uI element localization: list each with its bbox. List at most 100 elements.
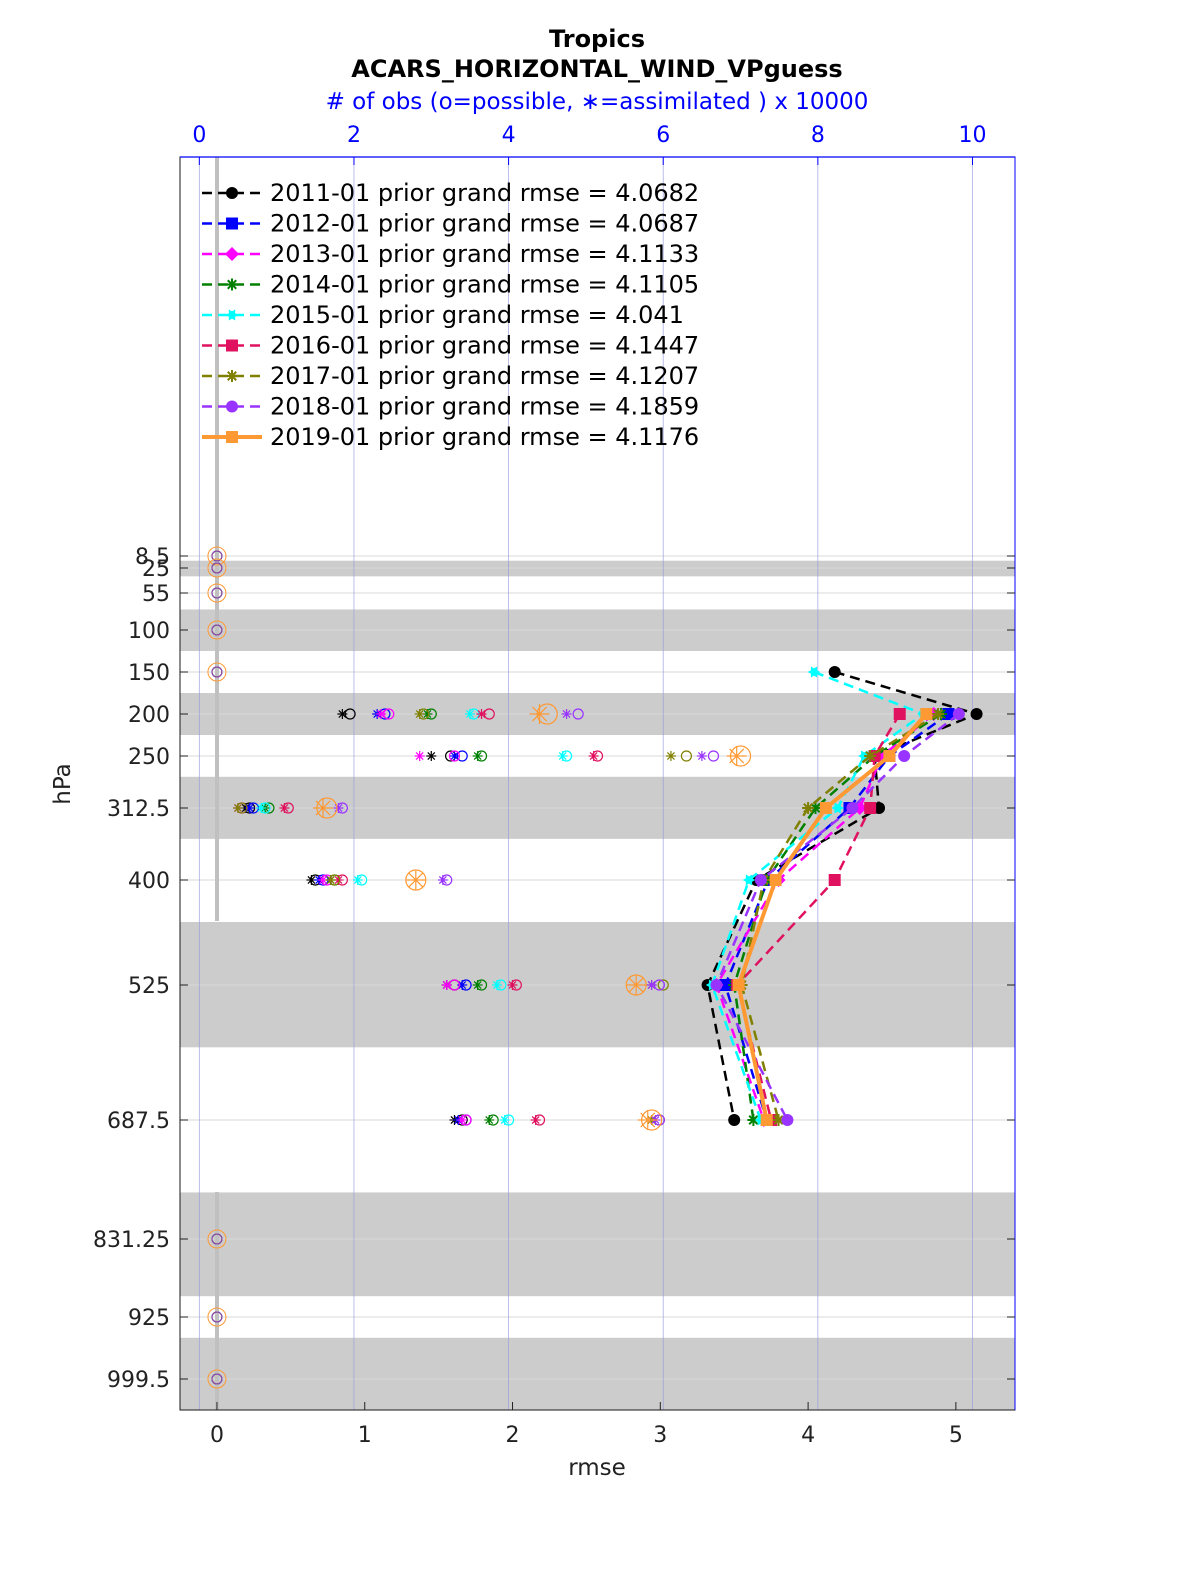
legend-entry-label: 2015-01 prior grand rmse = 4.041 (270, 301, 684, 329)
obs-assimilated-marker (507, 980, 518, 990)
asterisk-stroke (280, 804, 289, 812)
obs-assimilated-marker (256, 803, 267, 813)
obs-assimilated-marker (437, 875, 448, 885)
obs-assimilated-marker (530, 1115, 541, 1125)
obs-possible-marker (448, 750, 461, 762)
series-marker (846, 802, 859, 814)
top-x-tick-label: 6 (656, 123, 670, 148)
asterisk-stroke (493, 981, 501, 989)
asterisk-stroke (640, 1112, 656, 1128)
asterisk-stroke (438, 876, 447, 884)
zero-obs-marker (207, 662, 227, 682)
series-marker (828, 666, 841, 678)
obs-assimilated-marker (313, 798, 334, 818)
zero-obs-marker (207, 1307, 227, 1327)
obs-assimilated-marker (588, 751, 599, 761)
series-marker (728, 1114, 741, 1126)
legend: 2011-01 prior grand rmse = 4.0682 2012-01… (202, 179, 699, 451)
obs-assimilated-marker (476, 709, 487, 719)
x-tick-label: 2 (506, 1423, 520, 1448)
series-marker (747, 1114, 760, 1126)
obs-possible-marker (707, 750, 720, 762)
asterisk-stroke (377, 710, 385, 718)
top-x-tick-label: 0 (192, 123, 206, 148)
series-marker (932, 708, 945, 720)
shaded-band (180, 1192, 1015, 1297)
asterisk-stroke (628, 977, 644, 993)
asterisk-stroke (307, 876, 316, 884)
star-stroke (748, 1115, 759, 1125)
series-marker (719, 979, 732, 991)
obs-assimilated-marker (279, 803, 290, 813)
obs-possible-marker (657, 979, 669, 991)
obs-assimilated-marker (352, 875, 363, 885)
obs-assimilated-marker (561, 709, 572, 719)
y-tick-label: 150 (128, 661, 170, 686)
obs-assimilated-marker (457, 1115, 468, 1125)
obs-assimilated-marker (484, 1115, 495, 1125)
obs-assimilated-marker (464, 709, 475, 719)
zero-obs-marker (211, 1311, 223, 1323)
x-tick-label: 1 (358, 1423, 372, 1448)
obs-count-markers (232, 703, 752, 1131)
x-tick-label: 5 (949, 1423, 963, 1448)
legend-swatch-marker (226, 431, 238, 443)
series-marker (732, 979, 745, 991)
top-axis-label: # of obs (o=possible, ∗=assimilated ) x … (326, 89, 869, 115)
legend-entry-label: 2011-01 prior grand rmse = 4.0682 (270, 179, 699, 207)
series-marker (831, 802, 844, 814)
star-stroke (803, 803, 814, 813)
series-line (740, 712, 939, 1121)
asterisk-stroke (245, 804, 254, 812)
star-stroke (933, 709, 944, 719)
asterisk-stroke (697, 752, 706, 760)
series-marker (920, 708, 933, 720)
obs-assimilated-marker (325, 875, 336, 885)
asterisk-stroke (532, 706, 548, 722)
asterisk-stroke (473, 981, 482, 989)
legend-entry-label: 2016-01 prior grand rmse = 4.1447 (270, 332, 699, 360)
asterisk-stroke (647, 981, 656, 989)
star-stroke (865, 751, 876, 761)
legend-entry-label: 2012-01 prior grand rmse = 4.0687 (270, 210, 699, 238)
star-stroke (227, 279, 237, 290)
asterisk-stroke (465, 710, 474, 718)
y-axis-label: hPa (50, 763, 76, 805)
zero-obs-marker (207, 558, 227, 578)
y-tick-label: 525 (128, 974, 170, 999)
asterisk-stroke (334, 876, 343, 884)
series-marker (781, 1114, 794, 1126)
y-tick-label: 400 (128, 869, 170, 894)
obs-assimilated-marker (414, 751, 425, 761)
obs-assimilated-marker (726, 746, 747, 766)
asterisk-stroke (458, 1116, 467, 1124)
zero-obs-marker (207, 583, 227, 603)
asterisk-stroke (477, 710, 486, 718)
asterisk-stroke (473, 752, 482, 760)
series-marker (864, 802, 877, 814)
legend-swatch-marker (226, 339, 238, 352)
zero-obs-marker (211, 587, 223, 599)
series-marker (742, 874, 756, 886)
series-marker (809, 802, 822, 814)
y-tick-label: 925 (128, 1306, 170, 1331)
asterisk-stroke (315, 800, 331, 816)
asterisk-stroke (485, 1116, 494, 1124)
obs-assimilated-marker (441, 980, 452, 990)
zero-obs-marker (207, 620, 227, 640)
obs-assimilated-marker (414, 709, 425, 719)
asterisk-stroke (319, 876, 327, 884)
obs-assimilated-marker (491, 980, 502, 990)
zero-line-bar-lower (215, 1192, 219, 1410)
shaded-band (180, 1337, 1015, 1410)
y-tick-label: 250 (128, 745, 170, 770)
legend-swatch-marker (225, 309, 239, 321)
series-marker (952, 708, 965, 720)
series-marker (970, 708, 983, 720)
zero-obs-marker (207, 546, 227, 566)
shaded-band (180, 560, 1015, 577)
series-marker (828, 874, 841, 886)
asterisk-stroke (415, 752, 424, 760)
